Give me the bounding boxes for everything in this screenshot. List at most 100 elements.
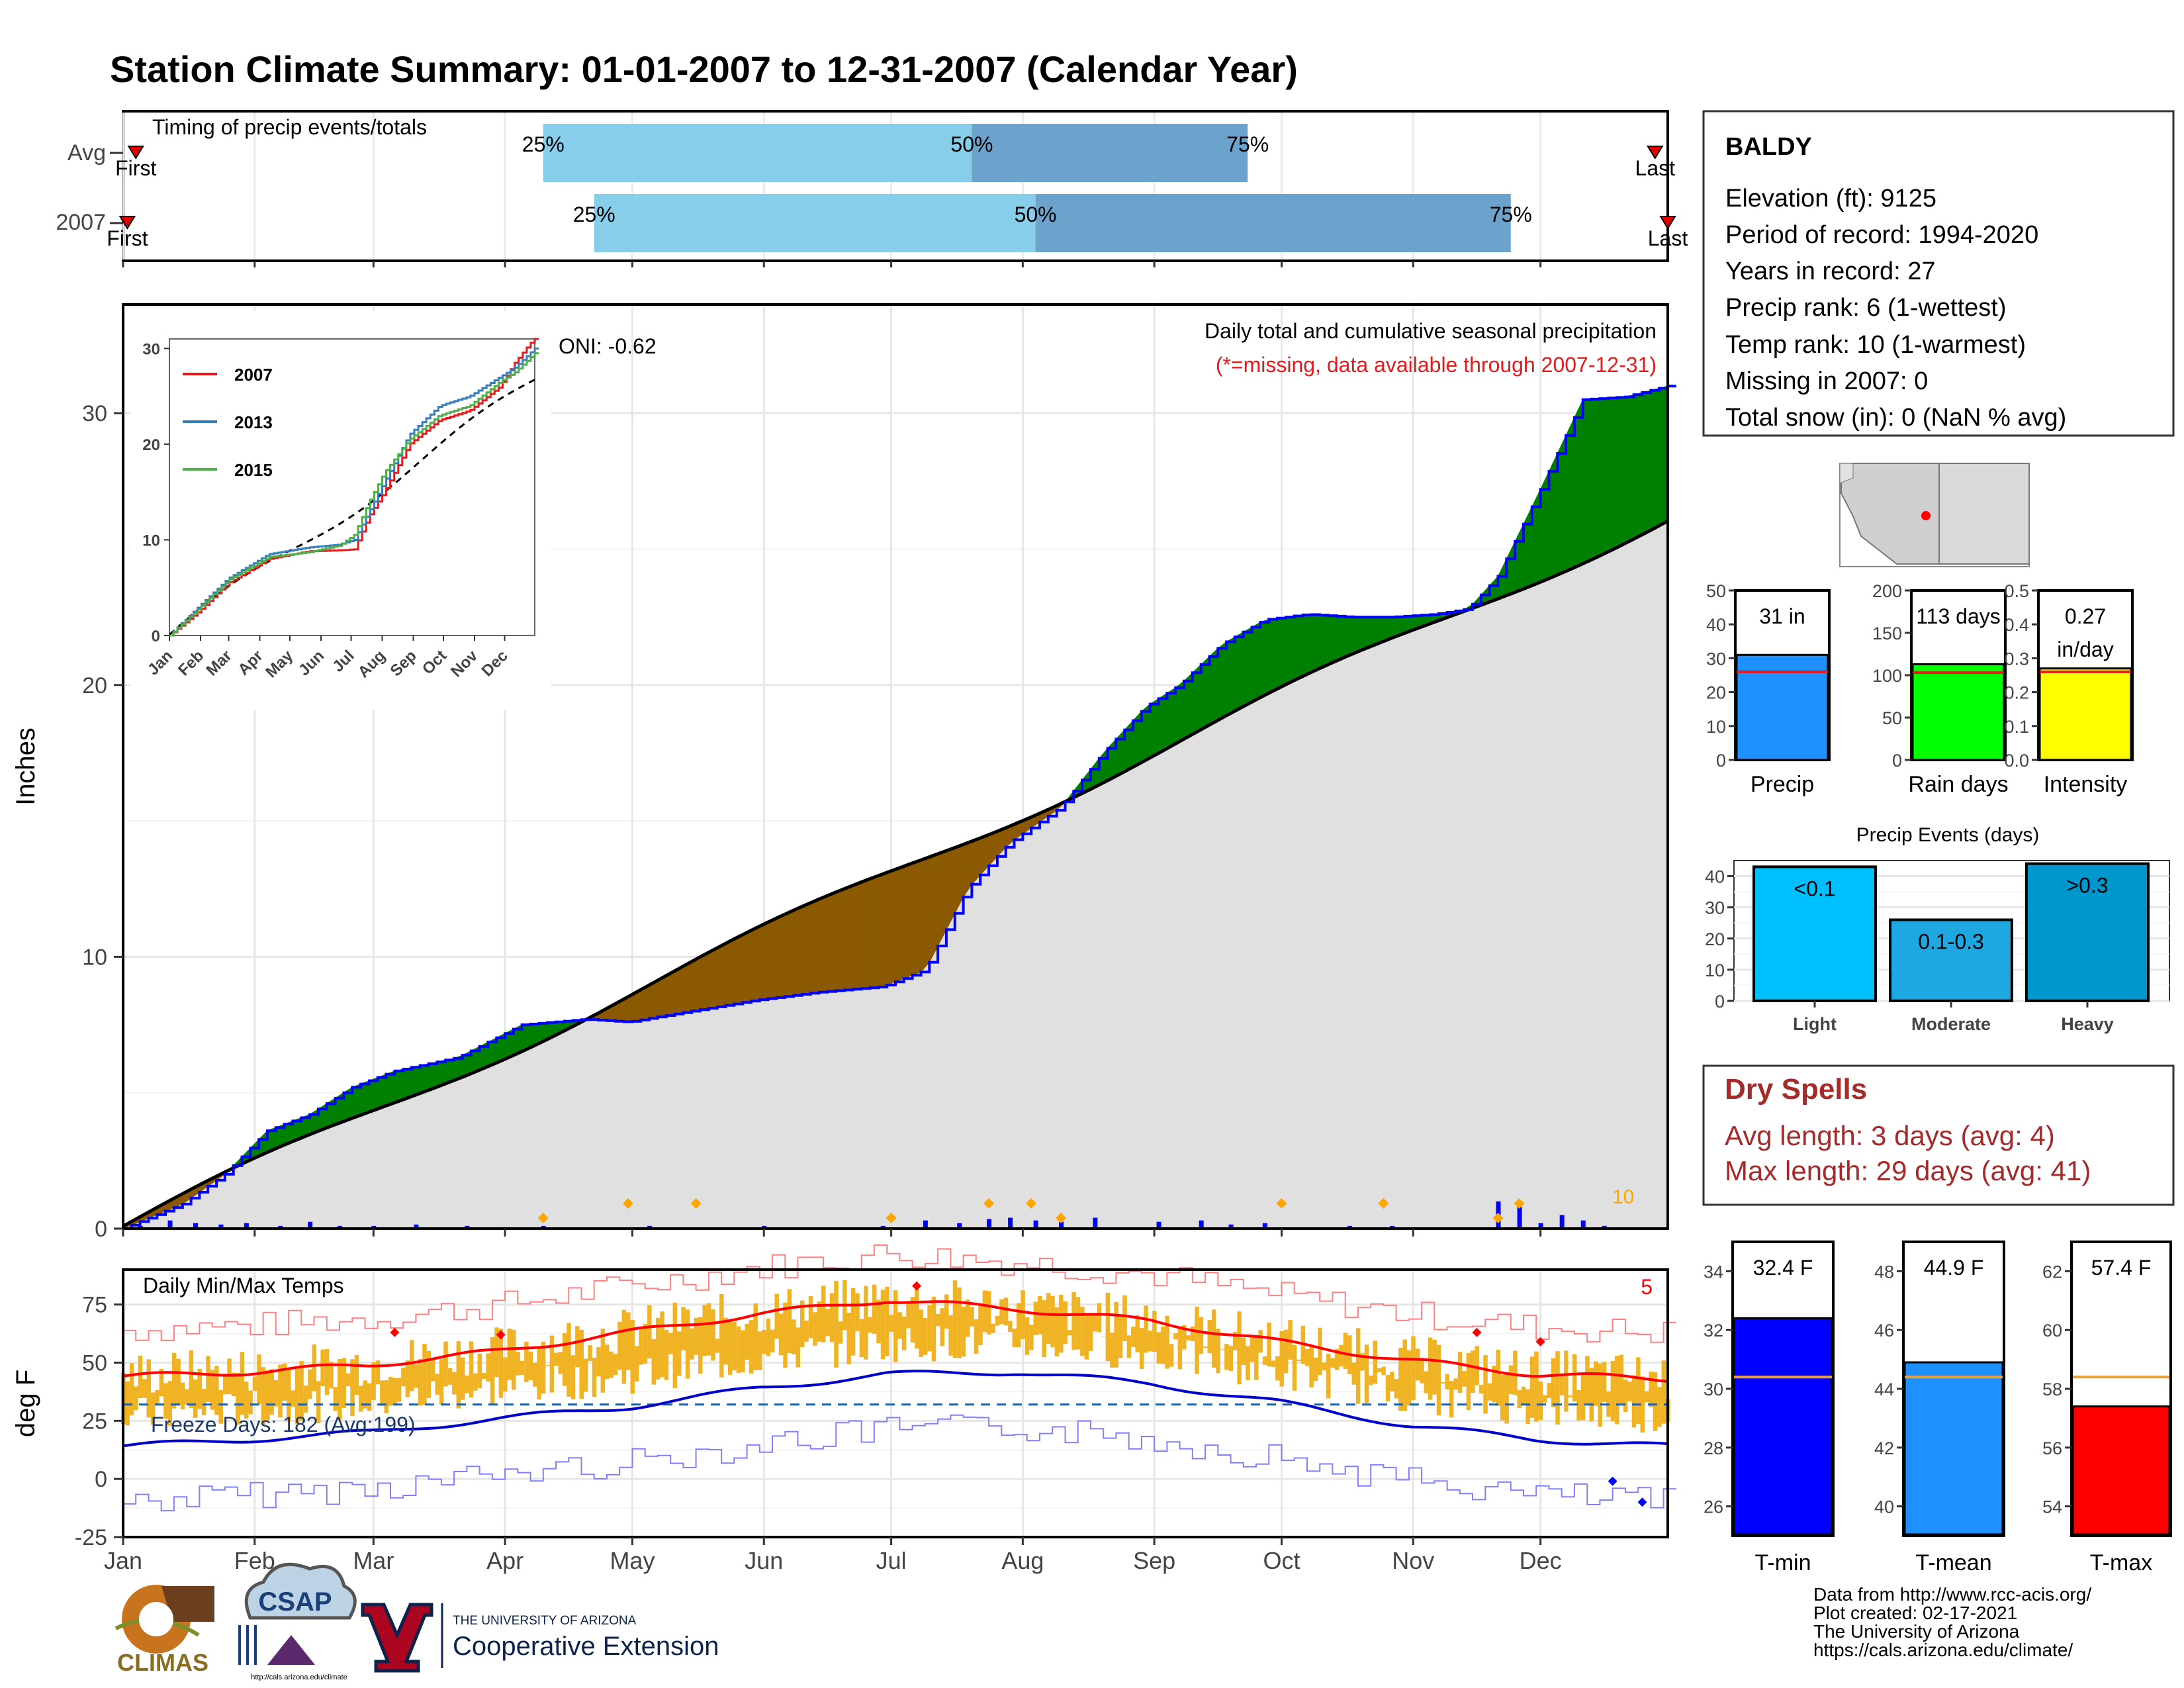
temp-daily-bar: [978, 1303, 983, 1346]
summary-bar-value-label: 0.27: [2065, 604, 2106, 628]
temp-daily-bar: [1059, 1295, 1064, 1353]
temp-daily-bar: [193, 1379, 198, 1418]
temp-daily-bar: [1615, 1356, 1619, 1425]
precip-departure-fill: [725, 938, 735, 1006]
climas-logo-text: CLIMAS: [117, 1649, 208, 1676]
temp-daily-bar: [129, 1363, 134, 1416]
inset-series-2015: [169, 352, 539, 637]
credit-plot-created: Plot created: 02-17-2021: [1813, 1603, 2017, 1623]
temp-daily-bar: [592, 1357, 597, 1397]
temp-daily-bar: [287, 1368, 291, 1422]
temp-daily-bar: [1207, 1319, 1212, 1354]
temp-daily-bar: [1555, 1351, 1560, 1425]
summary-bar-y-tick-label: 100: [1872, 666, 1902, 686]
temp-record-high-marker: [496, 1330, 506, 1340]
temp-daily-bar: [1262, 1356, 1267, 1365]
month-label-Apr: Apr: [486, 1547, 523, 1574]
ua-logo-line2: Cooperative Extension: [453, 1632, 719, 1661]
temp-daily-bar: [1373, 1340, 1378, 1384]
temp-daily-bar: [1568, 1395, 1573, 1397]
precip-departure-fill: [784, 910, 794, 997]
temp-bar-y-tick-label: 40: [1874, 1497, 1894, 1517]
temp-daily-bar: [961, 1307, 966, 1357]
temp-daily-bar: [125, 1381, 130, 1426]
timing-bar-q1: [594, 194, 1036, 252]
summary-bar-value-label: 113 days: [1916, 604, 2001, 628]
temp-daily-bar: [681, 1307, 686, 1350]
temperature-summary-bars: 26 28 30 32 34 32.4 F T-min 40 42 44 46 48 44.9 F T-m…: [1704, 1241, 2172, 1575]
temp-bar-value-label: 44.9 F: [1924, 1256, 1984, 1280]
temp-daily-bar: [1517, 1390, 1522, 1409]
temp-daily-bar: [910, 1297, 915, 1343]
temp-daily-bar: [1496, 1349, 1501, 1406]
precip-departure-fill: [776, 914, 786, 998]
temp-daily-bar: [418, 1358, 423, 1406]
precip-record-marker: [623, 1198, 634, 1209]
temp-daily-bar: [804, 1320, 809, 1342]
precip-daily-bar: [1008, 1217, 1013, 1229]
precip-departure-fill: [1285, 615, 1295, 685]
events-panel-title: Precip Events (days): [1856, 824, 2040, 846]
summary-bar-y-tick-label: 0.5: [2004, 581, 2029, 601]
temp-daily-bar: [1436, 1344, 1441, 1416]
temp-y-tick-label: -25: [75, 1525, 107, 1550]
events-y-tick-label: 30: [1705, 898, 1725, 918]
temp-daily-bar: [1144, 1305, 1148, 1353]
temp-daily-bar: [570, 1355, 576, 1399]
temp-daily-bar: [1250, 1336, 1255, 1362]
temp-daily-bar: [431, 1358, 435, 1382]
temp-daily-bar: [621, 1309, 627, 1384]
summary-bar-category-label: Intensity: [2044, 772, 2128, 797]
temp-daily-bar: [1173, 1333, 1178, 1340]
temp-daily-bar: [367, 1383, 372, 1411]
precip-y-tick-label: 0: [95, 1217, 107, 1242]
temp-daily-bar: [1220, 1348, 1225, 1350]
temp-daily-bar: [651, 1338, 657, 1385]
temp-daily-bar: [1246, 1346, 1250, 1381]
temp-bar-y-tick-label: 62: [2042, 1262, 2062, 1282]
temp-bar-y-tick-label: 32: [1704, 1321, 1723, 1340]
temp-daily-bar: [1292, 1344, 1297, 1391]
temp-daily-bar: [685, 1309, 690, 1379]
temp-daily-bar: [1304, 1349, 1310, 1366]
temp-daily-bar: [1339, 1344, 1343, 1367]
temp-bar-category-label: T-min: [1755, 1550, 1811, 1575]
precip-departure-fill: [895, 865, 905, 982]
temp-daily-bar: [333, 1387, 338, 1411]
precip-observed-cumulative-line: [123, 385, 1676, 1230]
logos: CLIMAS CSAP http://cals.arizona.edu/clim…: [114, 1562, 719, 1681]
precip-departure-fill: [870, 875, 879, 988]
precip-departure-fill: [1582, 399, 1592, 565]
temp-daily-bar: [825, 1309, 830, 1336]
temp-daily-bar: [634, 1346, 639, 1382]
precip-departure-fill: [912, 859, 921, 976]
temp-daily-bar: [1228, 1346, 1234, 1372]
temp-daily-bar: [829, 1293, 835, 1342]
temp-daily-bar: [1275, 1356, 1280, 1381]
temp-daily-bar: [715, 1338, 720, 1353]
temp-daily-bar: [312, 1344, 317, 1391]
map-new-mexico: [1938, 463, 2030, 565]
temp-daily-bar: [265, 1370, 270, 1421]
temp-daily-bar: [991, 1323, 995, 1333]
timing-last-marker: [1646, 146, 1664, 160]
temp-daily-bar: [711, 1309, 715, 1361]
temp-bar-value-label: 57.4 F: [2091, 1256, 2152, 1280]
timing-first-label: First: [115, 156, 156, 180]
precip-daily-bar: [1228, 1224, 1234, 1229]
precip-departure-fill: [827, 891, 837, 992]
temp-daily-bar: [1054, 1307, 1060, 1357]
temp-daily-bar: [401, 1368, 406, 1387]
temp-record-high-marker: [1472, 1327, 1482, 1337]
temp-daily-bar: [1021, 1290, 1025, 1339]
dry-spells-avg: Avg length: 3 days (avg: 4): [1725, 1120, 2055, 1151]
timing-marker-label-1: 25%: [522, 132, 565, 156]
temp-daily-bar: [596, 1347, 601, 1377]
temp-daily-bar: [698, 1317, 703, 1374]
events-category-heavy: Heavy: [2061, 1014, 2114, 1034]
precip-departure-fill: [1599, 397, 1609, 557]
precip-departure-fill: [903, 863, 913, 979]
temp-daily-bar: [655, 1317, 660, 1380]
csap-logo-text: CSAP: [258, 1587, 332, 1617]
temp-bar-panel-t-max: 54 56 58 60 62 57.4 F T-max: [2042, 1241, 2172, 1575]
